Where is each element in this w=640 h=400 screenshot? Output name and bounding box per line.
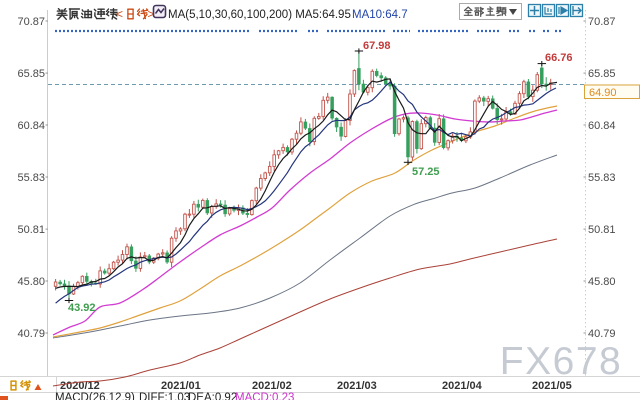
svg-text:40.79: 40.79 [588, 328, 616, 340]
svg-text:MACD(26,12,9): MACD(26,12,9) [55, 392, 135, 400]
svg-text:60.84: 60.84 [588, 120, 616, 132]
svg-text:45.80: 45.80 [17, 276, 45, 288]
svg-text:MACD:0.23: MACD:0.23 [235, 392, 294, 400]
svg-text:DEA:0.92: DEA:0.92 [188, 392, 237, 400]
svg-text:57.25: 57.25 [412, 166, 440, 178]
svg-text:2021/01: 2021/01 [161, 380, 201, 392]
svg-text:2021/04: 2021/04 [442, 380, 483, 392]
svg-text:65.85: 65.85 [17, 68, 45, 80]
svg-text:65.85: 65.85 [588, 68, 616, 80]
svg-text:50.81: 50.81 [588, 224, 616, 236]
svg-text:<: < [116, 7, 123, 21]
svg-text:45.80: 45.80 [588, 276, 616, 288]
svg-text:70.87: 70.87 [588, 16, 616, 28]
svg-text:60.84: 60.84 [17, 120, 45, 132]
svg-text:55.83: 55.83 [17, 172, 45, 184]
svg-text:MA(5,10,30,60,100,200) MA5:64: MA(5,10,30,60,100,200) MA5:64.95 [168, 9, 351, 21]
svg-text:50.81: 50.81 [17, 224, 45, 236]
svg-text:2021/05: 2021/05 [532, 380, 572, 392]
svg-text:40.79: 40.79 [17, 328, 45, 340]
svg-text:>: > [148, 7, 155, 21]
svg-text:55.83: 55.83 [588, 172, 616, 184]
svg-text:2021/03: 2021/03 [337, 380, 377, 392]
svg-text:64.90: 64.90 [589, 87, 617, 99]
svg-text:70.87: 70.87 [17, 16, 45, 28]
svg-text:FX678: FX678 [500, 340, 622, 383]
svg-text:DIFF:1.03: DIFF:1.03 [139, 392, 190, 400]
svg-text:67.98: 67.98 [363, 40, 391, 52]
svg-text:43.92: 43.92 [68, 302, 96, 314]
svg-text:2021/02: 2021/02 [252, 380, 292, 392]
svg-text:MA10:64.7: MA10:64.7 [352, 9, 408, 21]
svg-text:66.76: 66.76 [545, 52, 573, 64]
